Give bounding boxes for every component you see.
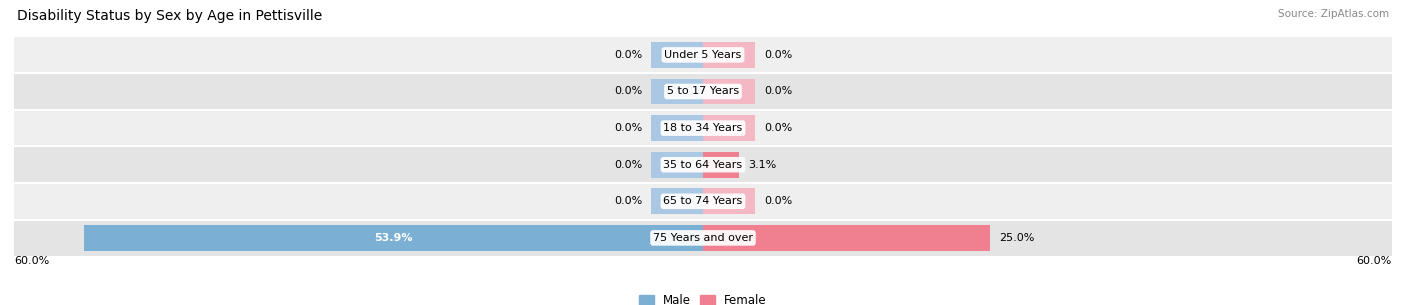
Bar [14,220,1392,256]
Text: 0.0%: 0.0% [614,160,643,170]
Bar [14,110,1392,146]
Bar [703,188,755,214]
Bar [703,115,755,141]
Text: Source: ZipAtlas.com: Source: ZipAtlas.com [1278,9,1389,19]
Bar [703,79,755,104]
Text: 0.0%: 0.0% [614,50,643,60]
Bar [651,42,703,68]
Text: 3.1%: 3.1% [748,160,776,170]
Text: 5 to 17 Years: 5 to 17 Years [666,87,740,96]
Legend: Male, Female: Male, Female [634,289,772,305]
Text: 0.0%: 0.0% [614,87,643,96]
Bar [84,225,703,251]
Text: 0.0%: 0.0% [614,196,643,206]
Text: 65 to 74 Years: 65 to 74 Years [664,196,742,206]
Text: 0.0%: 0.0% [763,50,792,60]
Text: 60.0%: 60.0% [1357,256,1392,266]
Text: 18 to 34 Years: 18 to 34 Years [664,123,742,133]
Bar [651,115,703,141]
Text: 60.0%: 60.0% [14,256,49,266]
Text: 0.0%: 0.0% [614,123,643,133]
Bar [651,152,703,178]
Text: 0.0%: 0.0% [763,87,792,96]
Text: 35 to 64 Years: 35 to 64 Years [664,160,742,170]
Text: 75 Years and over: 75 Years and over [652,233,754,243]
Bar [703,152,738,178]
Text: 53.9%: 53.9% [374,233,413,243]
Text: Disability Status by Sex by Age in Pettisville: Disability Status by Sex by Age in Petti… [17,9,322,23]
Text: 25.0%: 25.0% [1000,233,1035,243]
Bar [14,73,1392,110]
Text: Under 5 Years: Under 5 Years [665,50,741,60]
Bar [703,225,990,251]
Bar [14,146,1392,183]
Bar [14,37,1392,73]
Text: 0.0%: 0.0% [763,196,792,206]
Bar [651,79,703,104]
Bar [703,42,755,68]
Bar [651,188,703,214]
Bar [14,183,1392,220]
Text: 0.0%: 0.0% [763,123,792,133]
